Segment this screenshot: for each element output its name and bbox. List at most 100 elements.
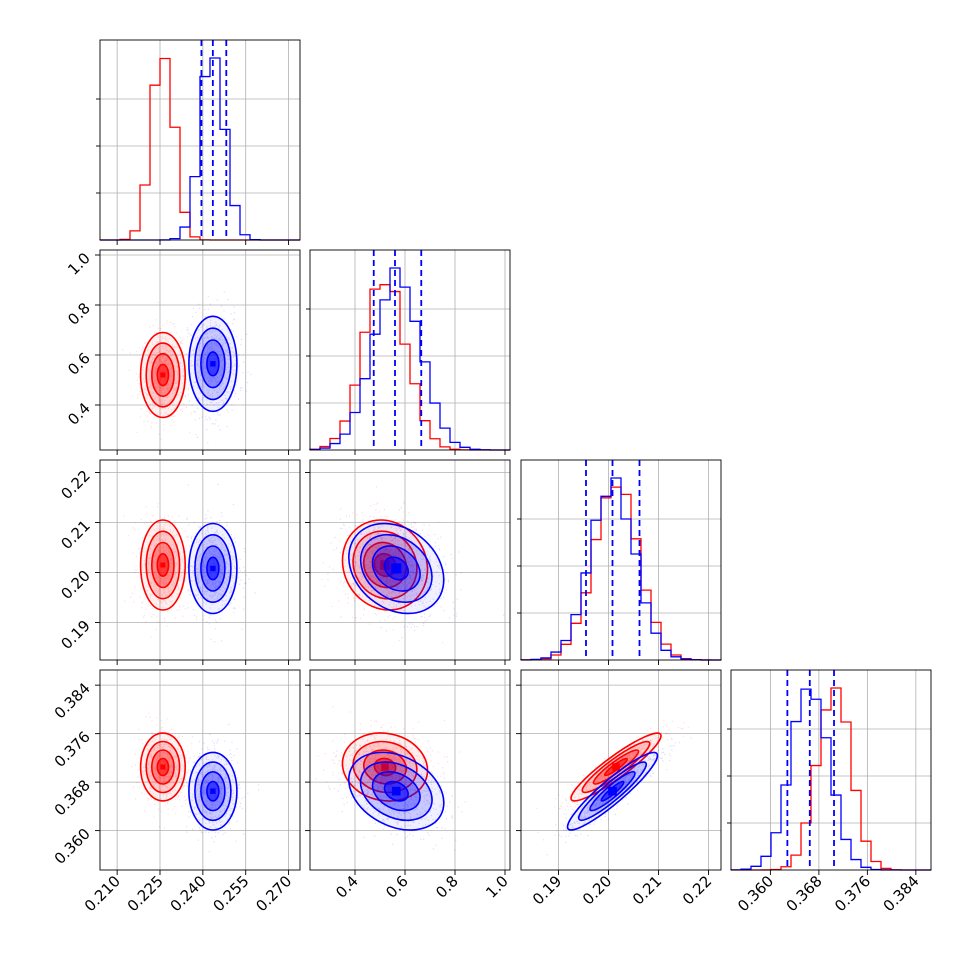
x-tick-label: 0.19: [529, 872, 565, 908]
blue-contour: [188, 751, 238, 831]
x-tick-label: 0.240: [167, 872, 210, 915]
x-tick-label: 0.255: [209, 872, 252, 915]
blue-scatter: [543, 737, 692, 856]
blue-contour: [200, 339, 226, 389]
panel-content: [521, 670, 721, 870]
panel-3-1: [309, 669, 511, 871]
blue-contour: [347, 751, 445, 831]
blue-histogram: [730, 688, 931, 871]
red-density-peak: [612, 763, 620, 771]
blue-density-peak: [210, 788, 216, 794]
blue-contour: [188, 315, 238, 413]
y-tick-label: 0.21: [57, 517, 93, 553]
x-tick-label: 0.225: [124, 872, 167, 915]
red-contour: [341, 519, 429, 611]
red-contour: [139, 519, 187, 611]
panel-frame: [520, 459, 722, 661]
x-tick-label: 0.8: [432, 872, 462, 902]
blue-contour: [206, 556, 220, 581]
red-contour: [151, 749, 175, 785]
diag-panel-2: [517, 459, 722, 661]
diag-panel-0: [96, 39, 301, 241]
x-tick-label: 0.368: [783, 872, 826, 915]
blue-density-peak: [608, 786, 617, 796]
panel-frame: [99, 39, 301, 241]
y-tick-label: 0.376: [51, 728, 94, 771]
red-density-peak: [160, 764, 166, 770]
panel-frame: [309, 459, 511, 661]
y-tick-label: 0.22: [57, 467, 93, 503]
diag-panel-1: [306, 249, 511, 451]
panel-2-1: [309, 459, 511, 661]
red-contour: [150, 352, 175, 398]
blue-contour: [383, 780, 409, 802]
red-density-peak: [381, 763, 389, 771]
x-tick-label: 1.0: [482, 872, 512, 902]
panel-frame: [309, 249, 511, 451]
panel-content: [100, 670, 300, 870]
red-contour: [603, 757, 629, 777]
blue-contour: [194, 327, 232, 401]
blue-contour: [200, 545, 226, 592]
blue-contour: [206, 780, 220, 802]
red-density-peak: [160, 372, 166, 378]
blue-contour: [371, 545, 421, 592]
red-scatter: [321, 486, 458, 644]
x-tick-label: 0.6: [382, 872, 412, 902]
blue-histogram: [100, 57, 300, 241]
y-tick-label: 1.0: [64, 249, 94, 279]
blue-density-peak: [391, 563, 402, 574]
x-tick-label: 0.21: [629, 872, 665, 908]
y-tick-label: 0.19: [57, 617, 93, 653]
x-tick-label: 0.22: [679, 872, 715, 908]
red-contour: [139, 331, 187, 419]
diag-panel-3: [727, 669, 932, 871]
red-contour: [145, 342, 181, 408]
panel-1-0: [99, 249, 301, 451]
red-contour: [156, 552, 170, 577]
x-tick-label: 0.376: [831, 872, 874, 915]
blue-contour: [577, 761, 648, 822]
panel-2-0: [99, 459, 301, 661]
panel-frame: [99, 459, 301, 661]
blue-contour: [188, 522, 238, 615]
blue-scatter: [327, 506, 505, 639]
blue-contour: [200, 771, 226, 812]
y-tick-label: 0.20: [57, 567, 93, 603]
blue-contour: [600, 780, 625, 802]
blue-contour: [194, 533, 232, 603]
blue-contour: [566, 751, 659, 831]
red-density-peak: [160, 562, 166, 568]
blue-contour: [383, 556, 410, 581]
blue-density-peak: [210, 361, 216, 367]
red-contour: [156, 757, 170, 777]
panel-frame: [99, 249, 301, 451]
red-contour: [362, 749, 408, 785]
y-tick-label: 0.4: [64, 399, 94, 429]
x-tick-label: 0.270: [252, 872, 295, 915]
y-tick-label: 0.360: [51, 825, 94, 868]
x-tick-label: 0.360: [734, 872, 777, 915]
panel-content: [100, 460, 300, 660]
red-contour: [139, 732, 187, 802]
x-tick-label: 0.210: [81, 872, 124, 915]
blue-contour: [359, 533, 433, 604]
blue-contour: [194, 761, 232, 822]
panel-frame: [730, 669, 932, 871]
x-tick-label: 0.20: [579, 872, 615, 908]
panel-frame: [520, 669, 722, 871]
blue-contour: [359, 761, 433, 822]
panel-content: [310, 460, 510, 660]
red-contour: [362, 541, 408, 589]
red-contour: [145, 530, 181, 600]
red-contour: [373, 757, 397, 777]
x-tick-label: 0.4: [332, 872, 362, 902]
blue-density-peak: [391, 786, 401, 796]
y-tick-label: 0.8: [64, 299, 94, 329]
panel-content: [100, 250, 300, 450]
red-contour: [352, 530, 418, 600]
y-tick-label: 0.6: [64, 349, 94, 379]
x-tick-label: 0.384: [880, 872, 923, 915]
y-tick-label: 0.384: [51, 679, 94, 722]
